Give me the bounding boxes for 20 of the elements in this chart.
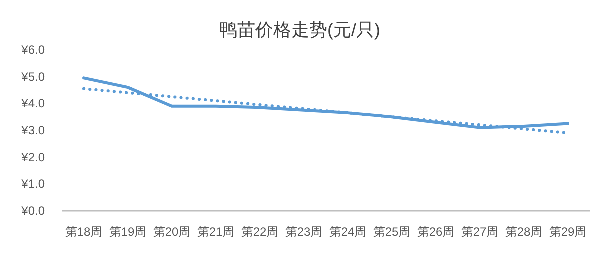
x-tick-label: 第19周	[109, 225, 147, 239]
y-tick-label: ¥6.0	[20, 43, 46, 57]
x-tick-label: 第20周	[153, 225, 191, 239]
x-tick-label: 第18周	[65, 225, 103, 239]
y-tick-label: ¥1.0	[20, 177, 46, 192]
x-tick-label: 第21周	[197, 225, 235, 239]
y-tick-label: ¥0.0	[20, 204, 46, 218]
x-tick-label: 第26周	[417, 225, 455, 239]
x-tick-label: 第28周	[505, 225, 543, 239]
y-tick-label: ¥5.0	[20, 70, 46, 84]
y-tick-label: ¥3.0	[20, 124, 46, 138]
x-tick-label: 第23周	[285, 225, 323, 239]
x-tick-label: 第25周	[373, 225, 411, 239]
y-tick-label: ¥2.0	[20, 150, 46, 164]
x-tick-label: 第29周	[549, 225, 587, 239]
chart-title: 鸭苗价格走势(元/只)	[220, 20, 380, 40]
x-tick-label: 第24周	[329, 225, 367, 239]
x-tick-label: 第27周	[461, 225, 499, 239]
x-tick-label: 第22周	[241, 225, 279, 239]
y-tick-label: ¥4.0	[20, 96, 46, 111]
